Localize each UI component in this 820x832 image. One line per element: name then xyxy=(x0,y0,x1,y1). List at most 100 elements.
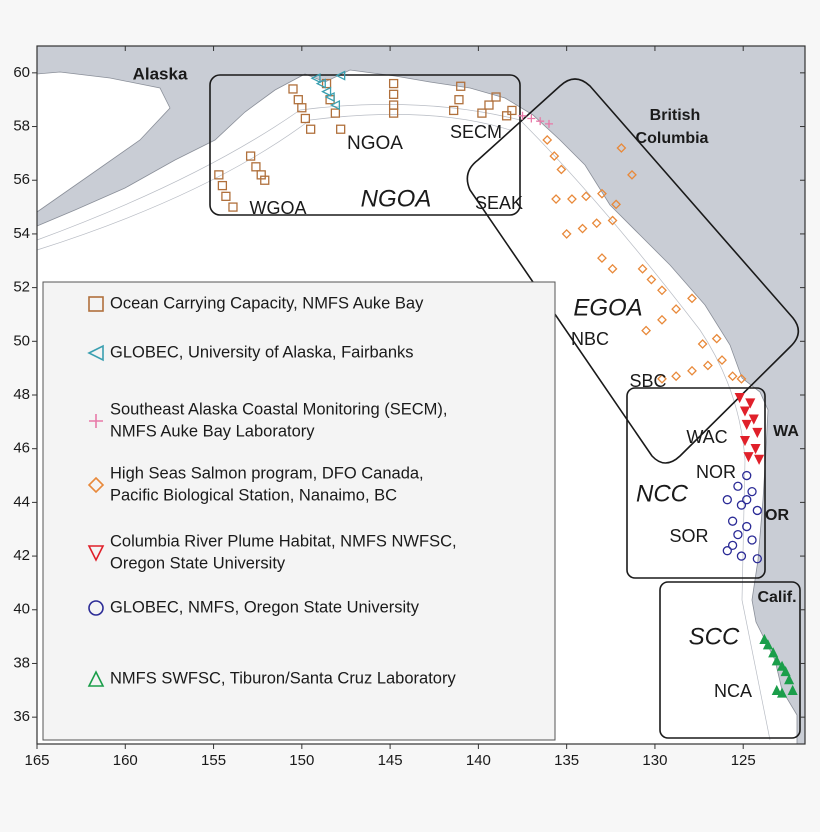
station xyxy=(771,655,782,666)
station xyxy=(727,516,738,526)
region-label: NGOA xyxy=(347,133,403,154)
station xyxy=(300,113,311,124)
x-tick-label: 135 xyxy=(554,752,579,769)
station xyxy=(727,371,738,382)
station xyxy=(641,325,652,336)
y-tick-label: 60 xyxy=(13,64,30,81)
region-box-ncc xyxy=(626,387,766,579)
region-label: NGOA xyxy=(361,185,432,212)
station xyxy=(388,108,399,118)
station xyxy=(454,95,464,105)
station xyxy=(739,406,751,417)
region-label: WGOA xyxy=(250,198,307,218)
y-tick-label: 40 xyxy=(13,601,30,618)
station xyxy=(388,78,399,89)
station xyxy=(776,687,788,698)
station xyxy=(556,164,567,175)
station xyxy=(646,274,657,285)
station xyxy=(545,119,553,128)
station xyxy=(491,92,501,102)
station xyxy=(518,111,527,120)
station xyxy=(577,223,588,234)
station xyxy=(742,495,752,505)
station xyxy=(607,263,618,274)
station xyxy=(324,91,335,103)
station xyxy=(741,419,752,430)
legend-label: GLOBEC, University of Alaska, Fairbanks xyxy=(110,343,414,361)
y-tick-label: 52 xyxy=(13,279,30,296)
region-box-ngoa xyxy=(209,74,521,216)
x-tick-label: 160 xyxy=(113,752,138,769)
station xyxy=(321,86,332,97)
station xyxy=(607,215,618,226)
y-tick-label: 42 xyxy=(13,547,30,564)
legend-label: GLOBEC, NMFS, Oregon State University xyxy=(110,598,420,616)
station xyxy=(687,293,697,304)
station xyxy=(449,105,459,116)
x-tick-label: 145 xyxy=(378,752,403,769)
x-tick-label: 130 xyxy=(642,752,667,769)
region-label: NBC xyxy=(571,329,609,349)
station xyxy=(306,124,316,134)
station xyxy=(750,444,761,455)
station xyxy=(747,486,757,497)
station xyxy=(329,100,341,111)
region-label: NOR xyxy=(696,462,736,482)
station xyxy=(687,365,697,376)
x-tick-label: 125 xyxy=(731,752,756,769)
station xyxy=(501,111,512,121)
station xyxy=(711,333,722,344)
y-tick-label: 48 xyxy=(13,386,30,403)
station xyxy=(335,70,346,81)
region-label: SCC xyxy=(689,623,740,650)
station xyxy=(477,108,487,118)
region-label: Calif. xyxy=(757,589,796,606)
legend-label: Ocean Carrying Capacity, NMFS Auke Bay xyxy=(110,294,424,312)
region-label: WAC xyxy=(686,427,727,447)
station xyxy=(315,78,326,89)
station xyxy=(671,304,682,315)
station xyxy=(702,360,713,371)
station xyxy=(776,660,788,671)
station xyxy=(657,314,667,325)
station xyxy=(736,500,747,510)
legend-marker xyxy=(87,545,105,562)
legend-marker xyxy=(88,296,104,312)
station xyxy=(733,529,743,540)
land xyxy=(36,45,806,745)
station xyxy=(388,89,399,99)
region-box-scc xyxy=(659,581,801,739)
legend-label: Columbia River Plume Habitat, NMFS NWFSC… xyxy=(110,532,457,550)
station xyxy=(536,117,545,126)
station xyxy=(697,339,708,349)
station xyxy=(748,414,759,425)
legend-marker xyxy=(88,600,104,616)
station xyxy=(754,454,765,465)
station xyxy=(336,124,346,134)
station xyxy=(739,435,751,447)
station xyxy=(768,647,779,658)
station xyxy=(745,398,756,409)
station xyxy=(321,78,332,89)
station xyxy=(657,373,667,384)
x-tick-label: 140 xyxy=(466,752,491,769)
region-label: Columbia xyxy=(636,130,709,147)
y-tick-label: 44 xyxy=(13,493,30,510)
station xyxy=(297,103,307,113)
station xyxy=(561,229,572,239)
y-tick-label: 56 xyxy=(13,171,30,188)
x-tick-label: 150 xyxy=(289,752,314,769)
station xyxy=(733,481,743,491)
legend-marker xyxy=(87,670,105,687)
station xyxy=(787,684,798,695)
station xyxy=(310,73,321,84)
region-label: SEAK xyxy=(475,193,523,213)
station xyxy=(507,105,517,116)
y-tick-label: 50 xyxy=(13,332,30,349)
region-label: SBC xyxy=(629,371,666,391)
regions xyxy=(209,74,801,739)
station xyxy=(657,285,667,296)
station xyxy=(637,263,648,274)
region-label: Alaska xyxy=(133,64,188,83)
